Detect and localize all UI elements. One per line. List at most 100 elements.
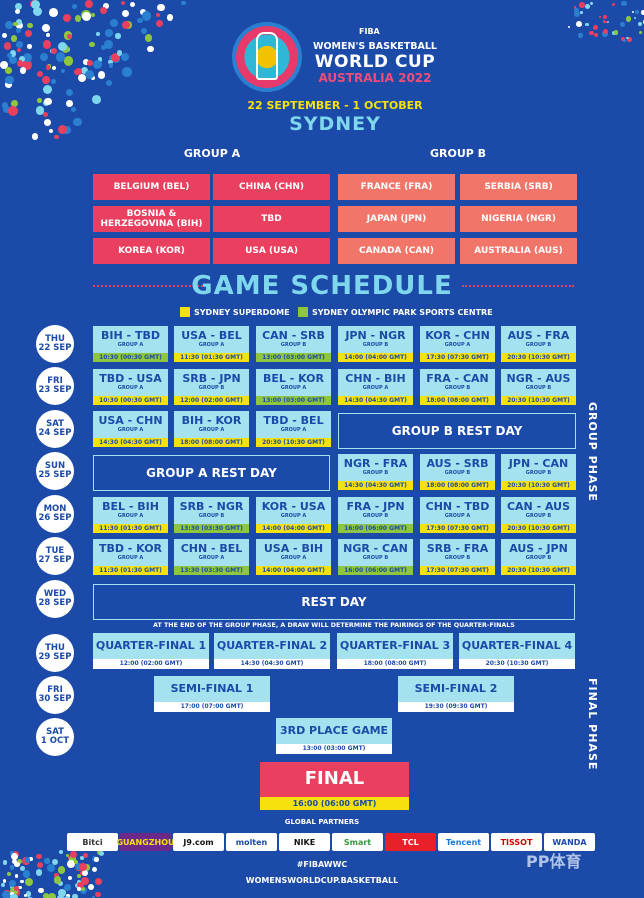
confetti-dot xyxy=(65,88,74,97)
game-group: GROUP B xyxy=(362,342,389,348)
confetti-dot xyxy=(602,28,609,34)
game-card: BIH - TBD GROUP A 10:30 (00:30 GMT) xyxy=(93,326,168,362)
confetti-dot xyxy=(29,857,33,862)
confetti-dot xyxy=(80,876,89,885)
confetti-dot xyxy=(77,881,84,889)
game-time: 14:00 (04:00 GMT) xyxy=(256,566,331,575)
game-group: GROUP B xyxy=(444,385,471,391)
game-card: BEL - BIH GROUP A 11:30 (01:30 GMT) xyxy=(93,497,168,533)
confetti-dot xyxy=(602,14,608,20)
game-card: NGR - AUS GROUP B 20:30 (10:30 GMT) xyxy=(501,369,576,405)
game-group: GROUP B xyxy=(198,385,225,391)
game-card: KOR - USA GROUP A 14:00 (04:00 GMT) xyxy=(256,497,331,533)
confetti-dot xyxy=(18,886,22,890)
game-time: 11:30 (01:30 GMT) xyxy=(174,353,249,362)
confetti-dot xyxy=(37,71,43,78)
confetti-dot xyxy=(147,46,154,53)
hashtag: #FIBAWWC xyxy=(296,860,348,869)
confetti-dot xyxy=(25,30,32,37)
confetti-dot xyxy=(121,20,130,29)
game-card: NGR - FRA GROUP B 14:30 (04:30 GMT) xyxy=(338,454,413,490)
game-group: GROUP A xyxy=(280,513,307,519)
day-date: 22 SEP xyxy=(38,343,72,353)
confetti-dot xyxy=(567,25,571,28)
confetti-dot xyxy=(627,37,632,42)
semi-final-time: 19:30 (09:30 GMT) xyxy=(398,702,514,712)
confetti-dot xyxy=(44,97,53,106)
confetti-dot xyxy=(5,81,13,88)
day-of-week: TUE xyxy=(45,546,65,556)
game-time: 13:00 (03:00 GMT) xyxy=(256,353,331,362)
final-phase-label: FINAL PHASE xyxy=(586,678,599,771)
confetti-dot xyxy=(58,42,68,52)
game-matchup: CHN - BIH xyxy=(345,372,406,385)
game-matchup: SRB - NGR xyxy=(179,500,244,513)
confetti-dot xyxy=(60,68,66,74)
confetti-dot xyxy=(9,887,18,895)
game-card: TBD - BEL GROUP A 20:30 (10:30 GMT) xyxy=(256,411,331,447)
game-group: GROUP A xyxy=(117,427,144,433)
game-card: BEL - KOR GROUP A 13:00 (03:00 GMT) xyxy=(256,369,331,405)
game-card: USA - BIH GROUP A 14:00 (04:00 GMT) xyxy=(256,539,331,575)
confetti-dot xyxy=(120,52,130,62)
confetti-dot xyxy=(36,854,42,860)
confetti-dot xyxy=(626,16,632,22)
confetti-dot xyxy=(74,862,82,870)
confetti-dot xyxy=(43,893,49,898)
day-of-week: THU xyxy=(45,334,65,344)
game-group: GROUP B xyxy=(525,385,552,391)
confetti-dot xyxy=(45,65,51,70)
confetti-dot xyxy=(10,891,15,897)
confetti-dot xyxy=(74,860,78,865)
game-group: GROUP B xyxy=(362,470,389,476)
confetti-dot xyxy=(579,2,585,8)
final-time: 16:00 (06:00 GMT) xyxy=(260,797,409,810)
confetti-dot xyxy=(641,9,644,15)
confetti-dot xyxy=(79,856,84,861)
sponsor-logo: Smart xyxy=(332,833,383,851)
game-group: GROUP A xyxy=(117,513,144,519)
confetti-dot xyxy=(67,876,72,881)
game-matchup: USA - CHN xyxy=(98,414,163,427)
team-cell: CHINA (CHN) xyxy=(213,174,330,200)
game-group: GROUP A xyxy=(117,555,144,561)
confetti-dot xyxy=(86,59,94,66)
confetti-dot xyxy=(59,850,64,855)
confetti-dot xyxy=(83,59,89,65)
confetti-dot xyxy=(578,33,583,38)
sponsor-logo: molten xyxy=(226,833,277,851)
confetti-dot xyxy=(580,11,583,14)
confetti-dot xyxy=(9,885,15,890)
confetti-dot xyxy=(74,14,82,22)
confetti-dot xyxy=(592,25,598,31)
confetti-dot xyxy=(3,106,10,113)
game-card: AUS - SRB GROUP B 18:00 (08:00 GMT) xyxy=(420,454,495,490)
confetti-dot xyxy=(54,873,59,878)
confetti-dot xyxy=(63,56,74,66)
confetti-dot xyxy=(66,33,73,40)
game-time: 20:30 (10:30 GMT) xyxy=(501,481,576,490)
game-time: 20:30 (10:30 GMT) xyxy=(501,524,576,533)
game-card: CAN - AUS GROUP B 20:30 (10:30 GMT) xyxy=(501,497,576,533)
rest-day: REST DAY xyxy=(93,584,575,620)
confetti-dot xyxy=(10,850,15,855)
confetti-dot xyxy=(108,59,113,65)
day-date: 25 SEP xyxy=(38,470,72,480)
game-time: 18:00 (08:00 GMT) xyxy=(420,481,495,490)
sponsor-logo: Tencent xyxy=(438,833,489,851)
game-group: GROUP A xyxy=(198,342,225,348)
game-card: AUS - JPN GROUP B 20:30 (10:30 GMT) xyxy=(501,539,576,575)
game-matchup: FRA - JPN xyxy=(346,500,405,513)
game-matchup: JPN - CAN xyxy=(508,457,569,470)
confetti-dot xyxy=(77,74,86,83)
confetti-dot xyxy=(53,876,62,884)
confetti-dot xyxy=(181,0,186,6)
team-cell: JAPAN (JPN) xyxy=(338,206,455,232)
quarter-final-card: QUARTER-FINAL 4 20:30 (10:30 GMT) xyxy=(459,633,575,669)
confetti-dot xyxy=(97,71,106,79)
legend-olympic: SYDNEY OLYMPIC PARK SPORTS CENTRE xyxy=(298,306,493,318)
confetti-dot xyxy=(72,893,78,898)
game-matchup: CHN - TBD xyxy=(425,500,490,513)
confetti-dot xyxy=(137,17,144,24)
confetti-dot xyxy=(102,3,109,10)
